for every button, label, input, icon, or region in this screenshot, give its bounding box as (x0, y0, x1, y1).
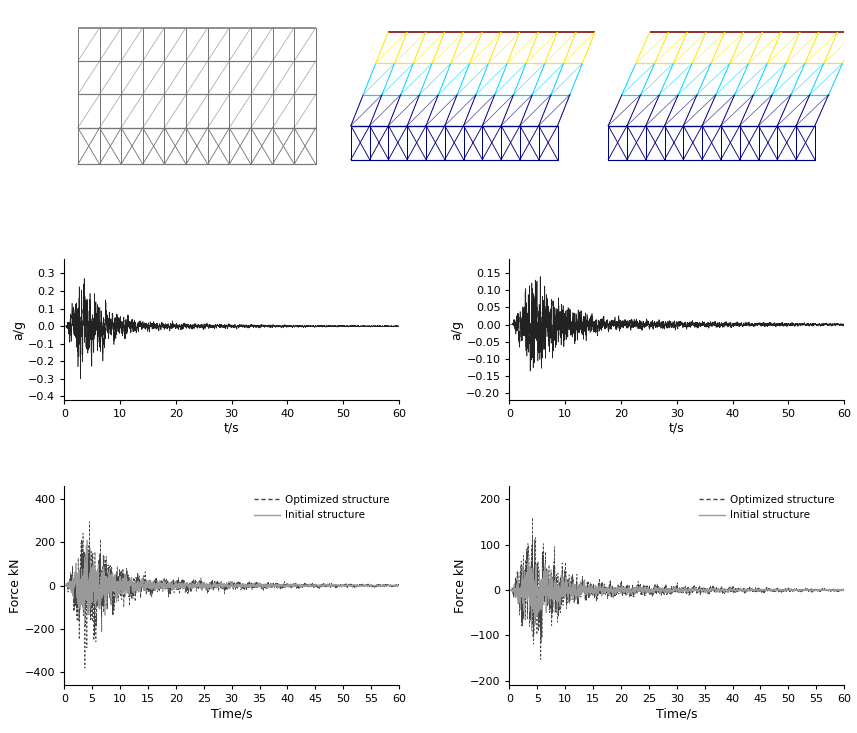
X-axis label: t/s: t/s (224, 421, 239, 435)
Y-axis label: a/g: a/g (451, 320, 464, 339)
Y-axis label: Force kN: Force kN (9, 559, 22, 613)
Y-axis label: Force kN: Force kN (454, 559, 467, 613)
X-axis label: t/s: t/s (669, 421, 685, 435)
Legend: Optimized structure, Initial structure: Optimized structure, Initial structure (695, 491, 839, 525)
X-axis label: Time/s: Time/s (656, 707, 698, 720)
X-axis label: Time/s: Time/s (211, 707, 252, 720)
Legend: Optimized structure, Initial structure: Optimized structure, Initial structure (249, 491, 393, 525)
Y-axis label: a/g: a/g (12, 320, 26, 339)
